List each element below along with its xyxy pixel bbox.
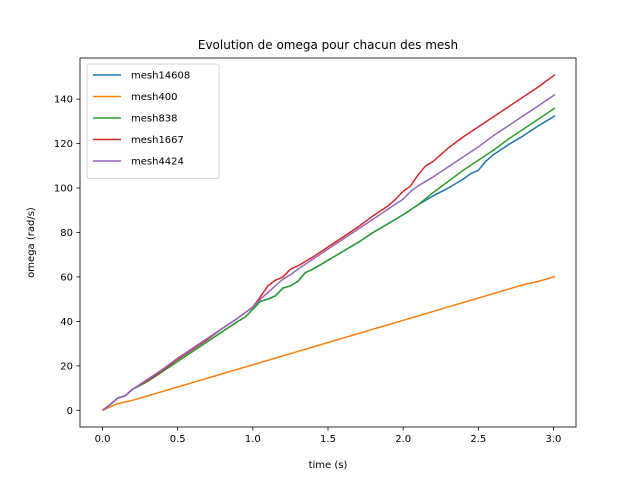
y-tick-label: 60 bbox=[60, 272, 73, 283]
legend-label: mesh400 bbox=[131, 92, 178, 103]
x-tick-label: 2.5 bbox=[470, 434, 486, 445]
series-line-mesh4424 bbox=[102, 94, 556, 411]
x-axis-label: time (s) bbox=[309, 460, 348, 471]
y-tick-label: 80 bbox=[60, 228, 73, 239]
x-axis-ticks: 0.0 0.5 1.0 1.5 2.0 2.5 3.0 bbox=[95, 427, 562, 445]
x-tick-label: 1.5 bbox=[320, 434, 336, 445]
x-tick-label: 2.0 bbox=[395, 434, 411, 445]
x-tick-label: 0.5 bbox=[170, 434, 186, 445]
plot-series-group bbox=[102, 74, 556, 412]
series-line-mesh1667 bbox=[102, 74, 556, 411]
legend-label: mesh14608 bbox=[131, 71, 190, 82]
series-line-mesh838 bbox=[102, 107, 556, 411]
legend: mesh14608 mesh400 mesh838 mesh1667 mesh4424 bbox=[86, 63, 220, 179]
y-tick-label: 100 bbox=[54, 184, 73, 195]
y-tick-label: 40 bbox=[60, 317, 73, 328]
x-tick-label: 3.0 bbox=[546, 434, 562, 445]
legend-label: mesh1667 bbox=[131, 135, 184, 146]
y-tick-label: 0 bbox=[67, 406, 73, 417]
y-axis-label: omega (rad/s) bbox=[26, 207, 37, 278]
legend-box bbox=[86, 63, 220, 179]
y-tick-label: 20 bbox=[60, 361, 73, 372]
legend-label: mesh4424 bbox=[131, 157, 184, 168]
x-tick-label: 0.0 bbox=[95, 434, 111, 445]
y-tick-label: 140 bbox=[54, 95, 73, 106]
y-tick-label: 120 bbox=[54, 139, 73, 150]
y-axis-ticks: 0 20 40 60 80 100 120 140 bbox=[54, 95, 80, 417]
series-line-mesh400 bbox=[102, 275, 556, 412]
legend-label: mesh838 bbox=[131, 114, 178, 125]
x-tick-label: 1.0 bbox=[245, 434, 261, 445]
chart-title: Evolution de omega pour chacun des mesh bbox=[198, 38, 458, 52]
